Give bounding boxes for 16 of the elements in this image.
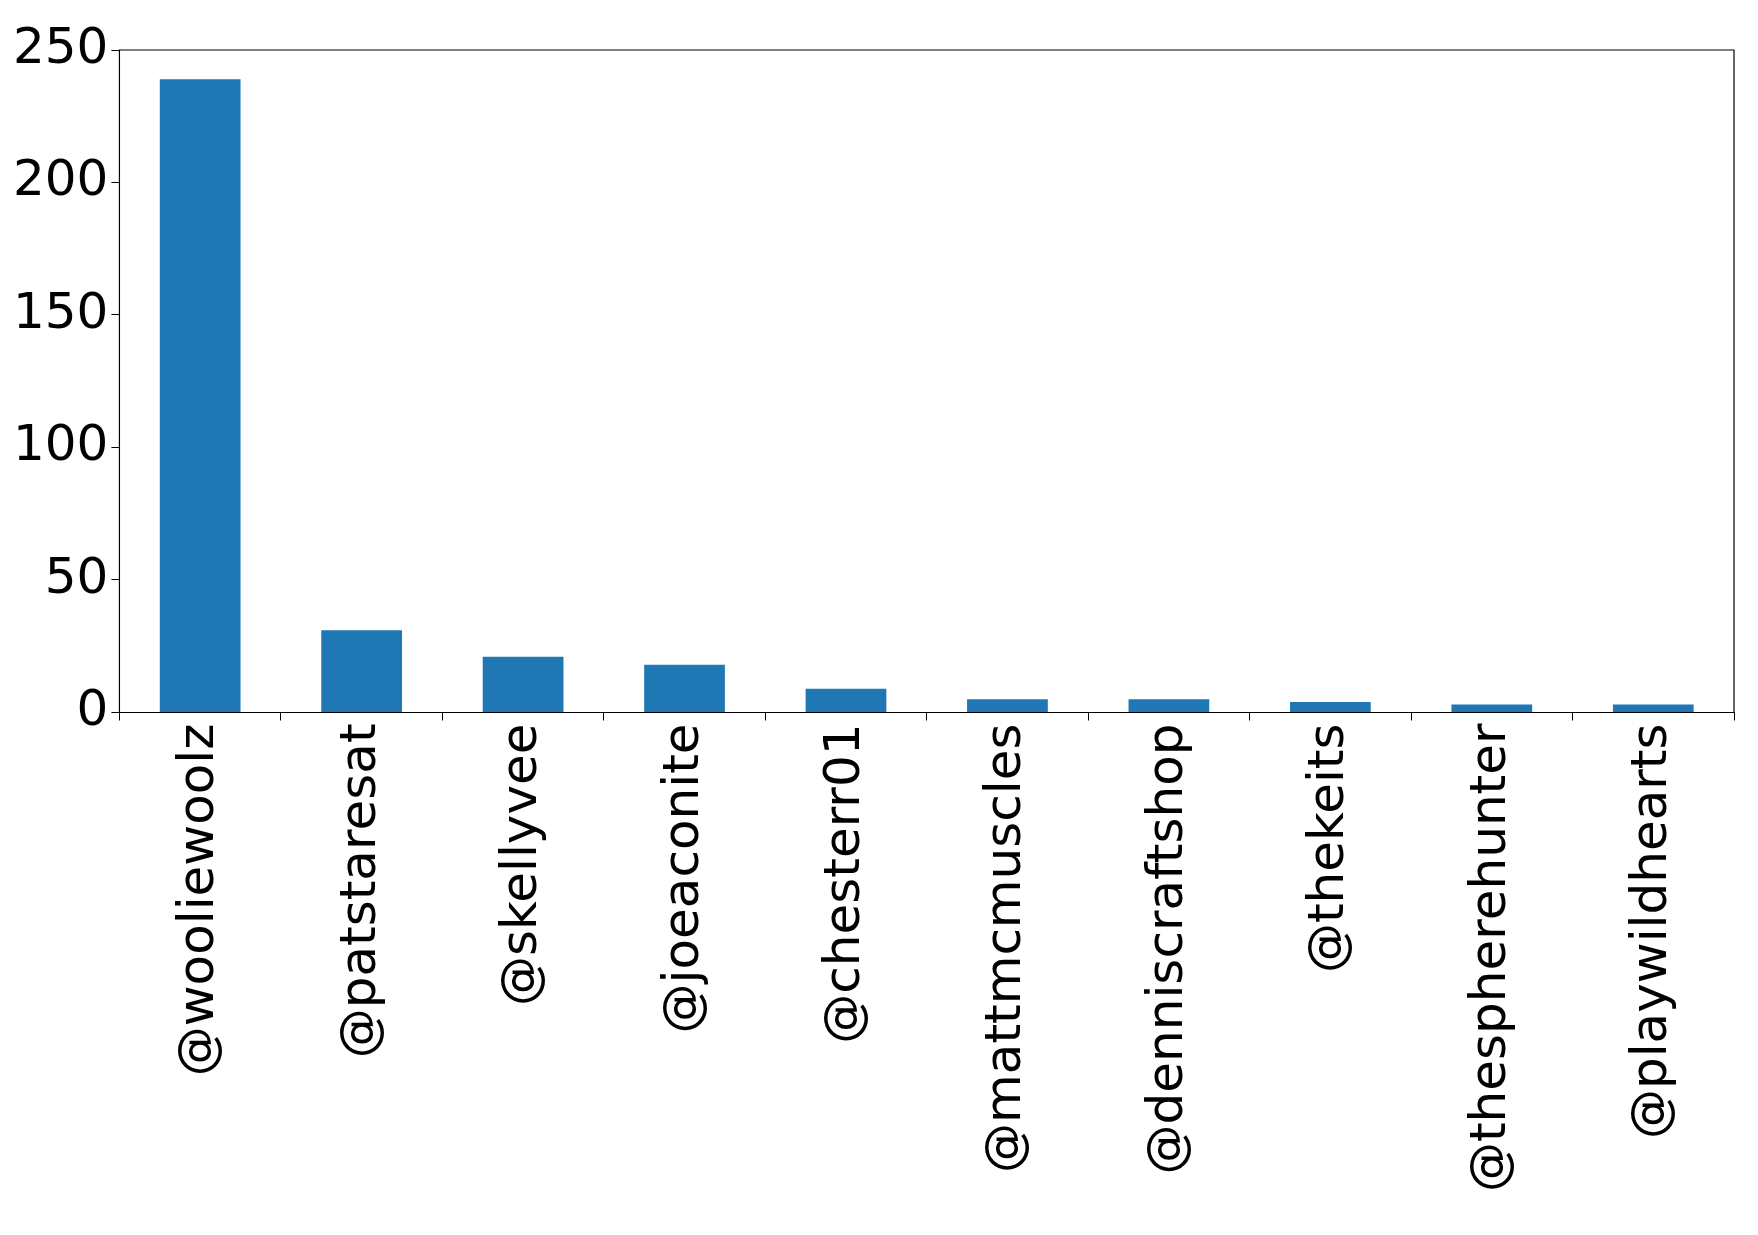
- x-tick-label: @thespherehunter: [1458, 723, 1517, 1193]
- y-tick-label: 50: [44, 546, 109, 605]
- x-tick-label: @chesterr01: [812, 723, 871, 1044]
- y-tick-label: 0: [76, 679, 109, 738]
- x-tick-label: @skellyvee: [490, 723, 549, 1006]
- y-tick-label: 200: [13, 149, 109, 208]
- y-tick-label: 250: [13, 16, 109, 75]
- y-tick-label: 150: [13, 281, 109, 340]
- x-tick-label: @patstaresat: [328, 723, 387, 1059]
- x-tick-label: @denniscraftshop: [1135, 723, 1194, 1175]
- x-tick-label: @playwildhearts: [1620, 723, 1679, 1140]
- y-tick-label: 100: [13, 414, 109, 473]
- x-tick-label: @wooliewoolz: [167, 723, 226, 1077]
- x-tick-label: @joeaconite: [651, 723, 710, 1034]
- x-tick-label: @thekeits: [1297, 723, 1356, 974]
- x-tick-label: @mattmcmuscles: [974, 723, 1033, 1173]
